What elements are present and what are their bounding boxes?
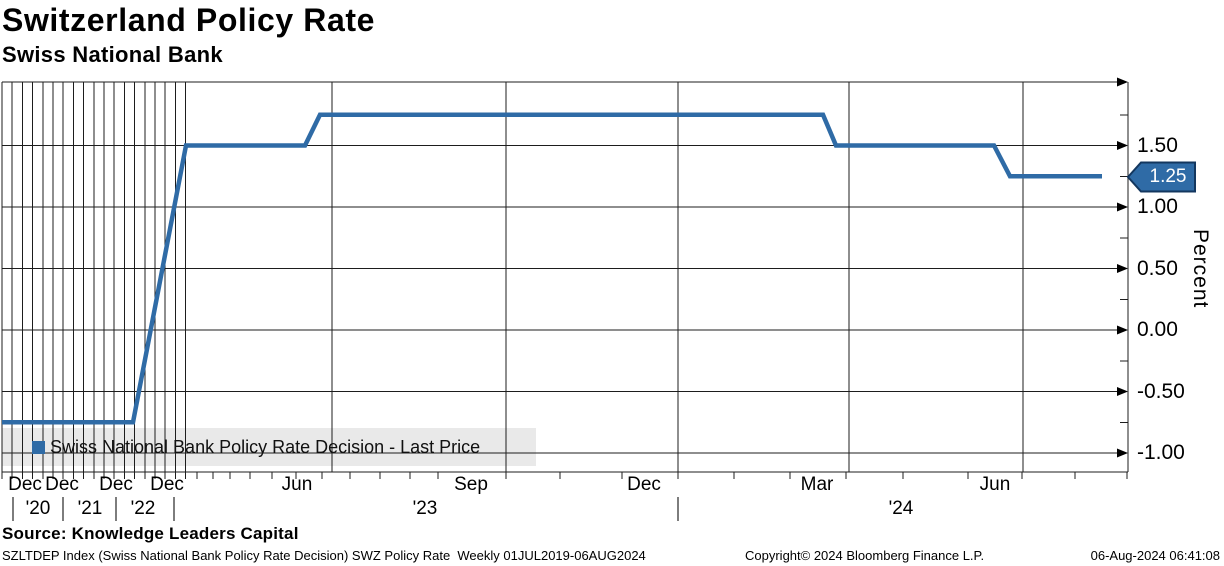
- x-axis-year-label: '24: [888, 498, 914, 519]
- x-axis-month-label: Dec: [99, 474, 133, 495]
- y-axis-title: Percent: [1189, 229, 1212, 309]
- x-axis-year-label: '22: [130, 498, 156, 519]
- x-axis-year-label: '20: [25, 498, 51, 519]
- x-axis-month-label: Dec: [150, 474, 184, 495]
- x-axis-year-label: '23: [412, 498, 438, 519]
- x-axis-month-label: Dec: [45, 474, 79, 495]
- x-axis-month-label: Dec: [8, 474, 42, 495]
- y-axis-tick-label: -0.50: [1137, 379, 1185, 403]
- footer-datetime: 06-Aug-2024 06:41:08: [1090, 548, 1220, 563]
- y-axis-tick-label: 0.50: [1137, 256, 1178, 280]
- chart-subtitle: Swiss National Bank: [2, 42, 223, 67]
- y-axis-tick-label: -1.00: [1137, 441, 1185, 464]
- x-axis-year-separator: [62, 497, 64, 521]
- x-axis-month-label: Sep: [454, 474, 488, 495]
- x-axis-year-separator: [12, 497, 14, 521]
- y-axis-tick-label: 0.00: [1137, 318, 1178, 341]
- x-axis-year-separator: [173, 497, 175, 521]
- x-axis-month-label: Dec: [627, 474, 661, 495]
- x-axis-month-label: Jun: [281, 474, 313, 495]
- legend-background: [2, 428, 536, 466]
- x-axis-month-label: Jun: [979, 474, 1011, 495]
- footer-ticker-info: SZLTDEP Index (Swiss National Bank Polic…: [2, 548, 646, 563]
- page-title: Switzerland Policy Rate: [2, 2, 376, 38]
- last-price-badge: 1.25: [1127, 161, 1197, 193]
- last-price-value: 1.25: [1149, 166, 1187, 187]
- legend-label: Swiss National Bank Policy Rate Decision…: [50, 436, 481, 457]
- y-axis-tick-label: 1.00: [1137, 195, 1178, 218]
- legend-swatch-icon: [32, 440, 45, 454]
- last-price-badge-shape: [1127, 161, 1196, 193]
- legend[interactable]: Swiss National Bank Policy Rate Decision…: [2, 428, 536, 466]
- source-line: Source: Knowledge Leaders Capital: [2, 524, 299, 543]
- y-axis-tick-label: 1.50: [1137, 133, 1178, 157]
- x-axis-year-separator: [115, 497, 117, 521]
- x-axis-year-separator: [677, 497, 679, 521]
- x-axis-month-label: Mar: [800, 474, 834, 495]
- x-axis-year-label: '21: [77, 498, 103, 519]
- footer-copyright: Copyright© 2024 Bloomberg Finance L.P.: [745, 548, 985, 563]
